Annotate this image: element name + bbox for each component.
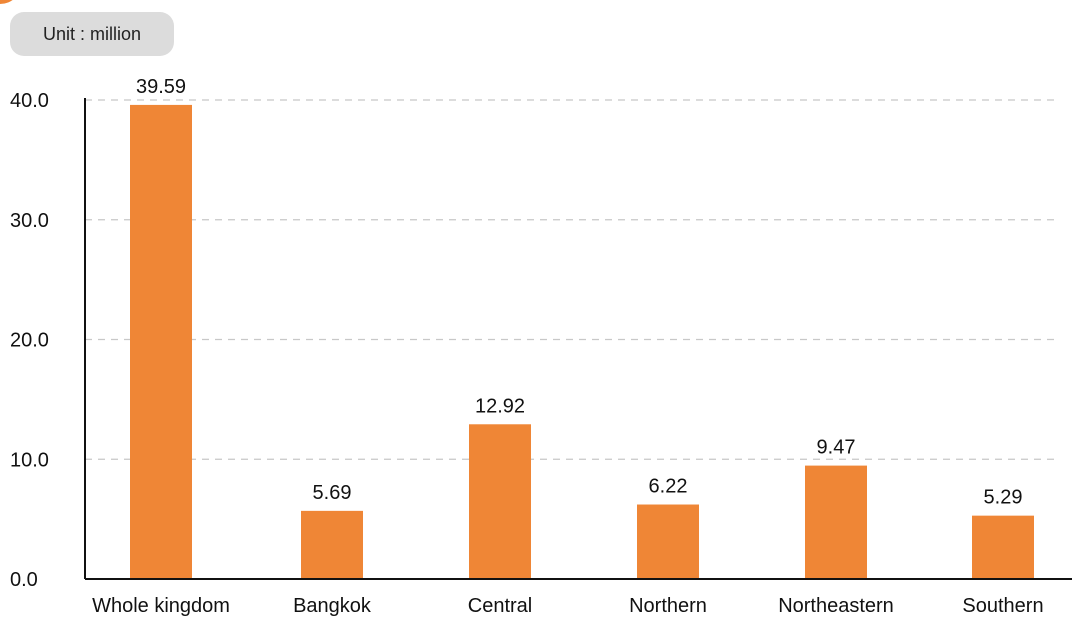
y-tick-label: 0.0 bbox=[10, 569, 38, 591]
data-label: 5.29 bbox=[984, 487, 1023, 509]
y-tick-label: 10.0 bbox=[10, 449, 49, 471]
bar bbox=[637, 504, 699, 579]
y-tick-label: 40.0 bbox=[10, 90, 49, 112]
bar bbox=[301, 510, 363, 579]
x-category-label: Central bbox=[468, 595, 532, 617]
data-label: 6.22 bbox=[649, 476, 688, 498]
y-tick-label: 20.0 bbox=[10, 330, 49, 352]
labels: 0.0 10.0 20.0 30.0 40.0 39.59 Whole kingdom 5.6… bbox=[10, 76, 1044, 617]
x-category-label: Bangkok bbox=[293, 595, 372, 617]
bars bbox=[130, 104, 1034, 579]
grid-lines bbox=[85, 99, 1060, 460]
bar bbox=[972, 515, 1034, 579]
data-label: 9.47 bbox=[817, 437, 856, 459]
unit-badge: Unit : million bbox=[10, 12, 174, 56]
data-label: 12.92 bbox=[475, 395, 525, 417]
data-label: 39.59 bbox=[136, 76, 186, 98]
data-label: 5.69 bbox=[313, 482, 352, 504]
axes bbox=[84, 98, 1072, 580]
x-category-label: Whole kingdom bbox=[92, 595, 230, 617]
bar bbox=[469, 424, 531, 579]
bar bbox=[130, 104, 192, 579]
x-category-label: Southern bbox=[962, 595, 1043, 617]
x-category-label: Northeastern bbox=[778, 595, 894, 617]
bar bbox=[805, 465, 867, 579]
y-tick-label: 30.0 bbox=[10, 210, 49, 232]
x-category-label: Northern bbox=[629, 595, 707, 617]
